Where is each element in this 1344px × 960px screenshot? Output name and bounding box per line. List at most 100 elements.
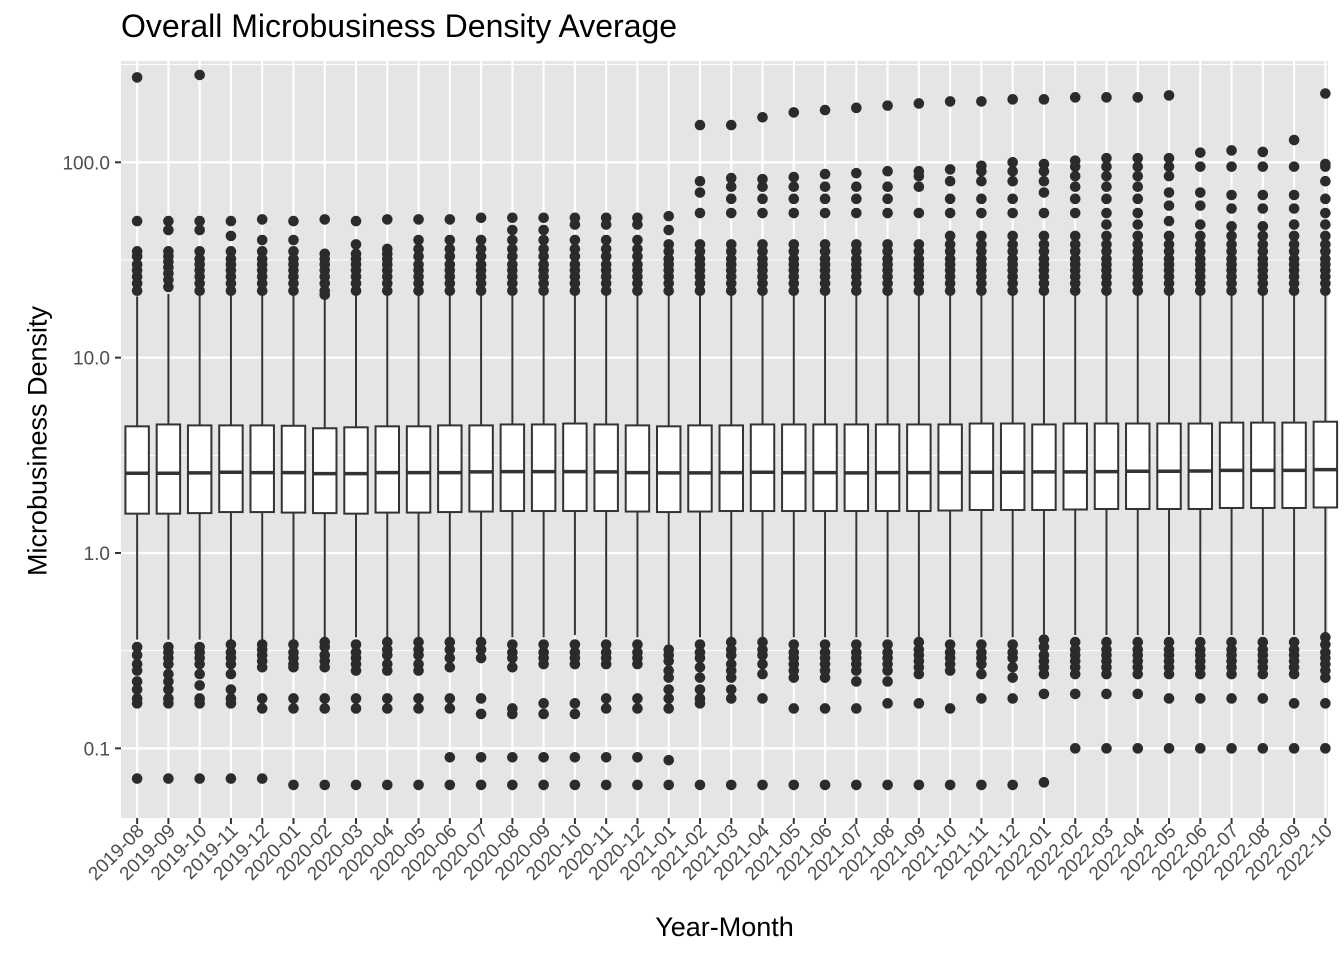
outlier-point xyxy=(381,636,393,648)
iqr-box xyxy=(1093,422,1120,510)
outlier-point xyxy=(851,167,862,179)
outlier-point xyxy=(507,708,518,720)
outlier-point xyxy=(600,278,612,289)
outlier-point xyxy=(1288,278,1300,289)
outlier-point xyxy=(694,698,706,709)
outlier-point xyxy=(256,234,268,246)
outlier-point xyxy=(1194,219,1206,230)
outlier-point xyxy=(1194,187,1206,198)
outlier-point xyxy=(225,278,237,289)
outlier-point xyxy=(944,285,956,297)
outlier-point xyxy=(944,703,956,714)
outlier-point xyxy=(444,693,456,704)
outlier-point xyxy=(694,285,706,297)
outlier-point xyxy=(319,693,331,704)
outlier-point xyxy=(194,285,205,297)
outlier-point xyxy=(851,779,862,791)
outlier-point xyxy=(694,779,706,791)
iqr-box xyxy=(374,425,401,514)
outlier-point xyxy=(819,703,831,714)
outlier-point xyxy=(663,779,675,791)
iqr-box xyxy=(781,423,807,513)
box-2022-10 xyxy=(1312,292,1339,633)
outlier-point xyxy=(694,187,706,198)
outlier-point xyxy=(1226,230,1237,242)
outlier-point xyxy=(194,224,205,236)
box-2021-08 xyxy=(874,292,901,638)
outlier-point xyxy=(1194,668,1206,680)
outlier-point xyxy=(1069,743,1081,754)
outlier-point xyxy=(1320,698,1331,709)
outlier-point xyxy=(632,219,643,230)
outlier-point xyxy=(1132,219,1144,230)
outlier-point xyxy=(1101,161,1112,172)
y-tick-label: 100.0 xyxy=(62,153,110,174)
outlier-point xyxy=(1257,189,1269,201)
outlier-point xyxy=(1320,207,1331,219)
outlier-point xyxy=(851,665,862,676)
outlier-point xyxy=(725,172,737,184)
outlier-point xyxy=(1069,285,1081,297)
outlier-point xyxy=(1038,207,1050,219)
outlier-point xyxy=(851,278,862,289)
outlier-point xyxy=(1007,175,1018,187)
outlier-point xyxy=(319,703,331,714)
outlier-point xyxy=(600,779,612,791)
box-2020-09 xyxy=(530,292,557,638)
outlier-point xyxy=(1038,94,1050,105)
box-2022-07 xyxy=(1218,292,1245,636)
outlier-point xyxy=(507,251,518,262)
outlier-point xyxy=(1226,668,1237,680)
outlier-point xyxy=(819,168,831,180)
outlier-point xyxy=(1069,246,1081,257)
outlier-point xyxy=(1163,161,1175,172)
iqr-box xyxy=(874,423,901,513)
outlier-point xyxy=(1288,134,1300,146)
outlier-point xyxy=(163,224,174,236)
outlier-point xyxy=(913,181,925,192)
outlier-point xyxy=(350,703,362,714)
outlier-point xyxy=(444,703,456,714)
outlier-point xyxy=(725,285,737,297)
outlier-point xyxy=(413,243,424,255)
outlier-point xyxy=(350,239,362,250)
outlier-point xyxy=(1038,230,1050,242)
outlier-point xyxy=(913,779,925,791)
outlier-point xyxy=(288,278,299,289)
box-2021-12 xyxy=(999,292,1026,638)
iqr-box xyxy=(343,426,369,515)
outlier-point xyxy=(819,207,831,219)
outlier-point xyxy=(882,246,893,257)
box-2022-01 xyxy=(1031,292,1057,636)
outlier-point xyxy=(851,181,862,192)
outlier-point xyxy=(725,193,737,205)
iqr-box xyxy=(312,427,338,515)
box-2020-10 xyxy=(562,292,588,636)
outlier-point xyxy=(882,100,893,111)
outlier-point xyxy=(507,285,518,297)
box-2021-03 xyxy=(718,292,744,638)
outlier-point xyxy=(381,665,393,676)
outlier-point xyxy=(1288,246,1300,257)
box-2019-11 xyxy=(218,294,244,640)
outlier-point xyxy=(1069,92,1081,103)
outlier-point xyxy=(1226,189,1237,201)
outlier-point xyxy=(1226,743,1237,754)
outlier-point xyxy=(1226,636,1237,648)
chart-title: Overall Microbusiness Density Average xyxy=(121,8,678,44)
outlier-point xyxy=(976,278,987,289)
outlier-point xyxy=(475,285,487,297)
outlier-point xyxy=(163,684,174,695)
outlier-point xyxy=(507,639,518,650)
outlier-point xyxy=(413,285,424,297)
box-2020-02 xyxy=(312,298,338,638)
outlier-point xyxy=(350,639,362,650)
outlier-point xyxy=(1101,668,1112,680)
y-axis-title: Microbusiness Density xyxy=(22,305,53,577)
outlier-point xyxy=(851,285,862,297)
outlier-point xyxy=(694,639,706,650)
outlier-point xyxy=(1007,693,1018,704)
outlier-point xyxy=(1101,246,1112,257)
outlier-point xyxy=(1069,230,1081,242)
iqr-box xyxy=(968,422,995,511)
